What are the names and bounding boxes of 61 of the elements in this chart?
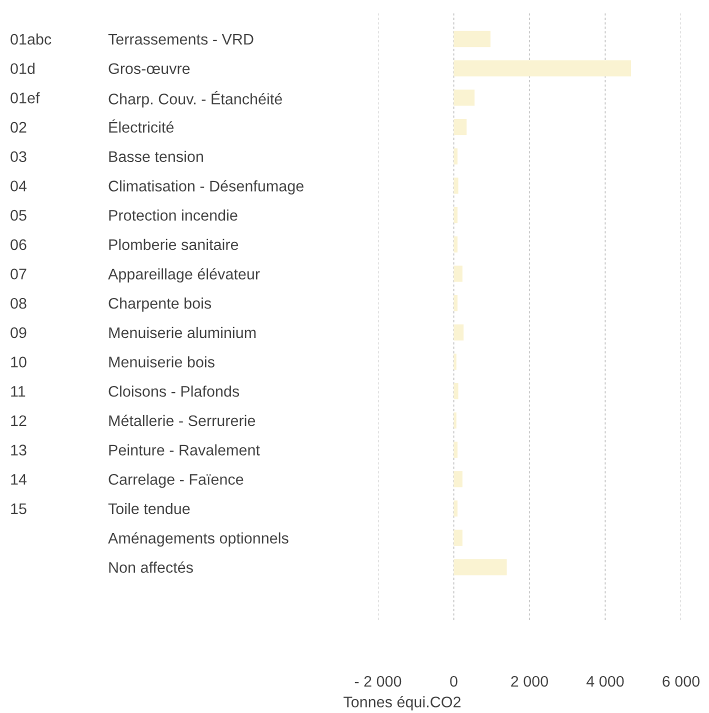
- bar: [454, 178, 458, 194]
- y-tick-label: Protection incendie: [109, 210, 238, 221]
- text: 10: [11, 356, 26, 368]
- text: 06: [10, 239, 26, 250]
- text: 14: [11, 474, 27, 485]
- text: 12: [11, 415, 26, 426]
- text: 04: [10, 180, 27, 192]
- bar: [454, 266, 462, 282]
- y-tick-label: Toile tendue: [108, 502, 190, 514]
- y-tick-label: Métallerie - Serrurerie: [109, 414, 256, 426]
- bar: [454, 559, 507, 576]
- text: 05: [10, 210, 26, 221]
- y-tick-label: Électricité: [109, 119, 174, 133]
- y-tick-label: Cloisons - Plafonds: [108, 386, 240, 397]
- y-tick-label: Menuiserie bois: [109, 356, 214, 368]
- y-tick-label: Peinture - Ravalement: [109, 444, 260, 456]
- bar: [454, 530, 462, 546]
- bar: [454, 295, 458, 312]
- text: 15: [11, 504, 26, 514]
- bar: [454, 148, 458, 164]
- x-tick-label: 2 000: [511, 676, 548, 687]
- text: 01ef: [10, 92, 40, 104]
- text: 02: [10, 122, 26, 133]
- text: 08: [10, 298, 26, 309]
- text: 13: [11, 444, 26, 456]
- bar: [454, 236, 458, 252]
- x-tick-label: - 2 000: [354, 676, 402, 687]
- y-tick-label: Terrassements - VRD: [108, 34, 254, 45]
- bar: [454, 324, 464, 340]
- text: 09: [10, 327, 26, 338]
- y-tick-label: Carrelage - Faïence: [108, 474, 244, 488]
- bar: [454, 500, 458, 517]
- y-tick-label: Basse tension: [109, 150, 203, 162]
- x-axis-title: Tonnes équi.CO2: [344, 696, 460, 710]
- y-tick-label: Appareillage élévateur: [108, 268, 260, 283]
- text: 01abc: [10, 33, 52, 45]
- y-tick-label: Charp. Couv. - Étanchéité: [108, 91, 282, 108]
- bar: [454, 442, 458, 458]
- x-tick-label: 0: [450, 676, 458, 687]
- y-tick-label: Non affectés: [109, 561, 193, 573]
- y-tick-label: Charpente bois: [108, 298, 212, 312]
- y-tick-label: Plomberie sanitaire: [109, 238, 238, 250]
- bar: [454, 60, 632, 76]
- y-tick-label: Menuiserie aluminium: [109, 326, 256, 338]
- y-tick-label: Aménagements optionnels: [108, 532, 288, 547]
- bar: [454, 383, 458, 400]
- x-tick-label: 4 000: [586, 676, 624, 687]
- bar: [454, 30, 490, 48]
- text: 01d: [10, 62, 35, 74]
- bar: [454, 90, 475, 106]
- bar: [454, 471, 462, 488]
- bar: [454, 412, 456, 429]
- y-tick-label: Climatisation - Désenfumage: [108, 180, 304, 195]
- bar: [454, 206, 458, 224]
- x-tick-label: 6 000: [662, 676, 700, 687]
- text: 03: [10, 151, 26, 162]
- bar: [454, 118, 467, 136]
- text: 11: [11, 386, 26, 397]
- bar: [454, 354, 456, 370]
- text: 07: [10, 268, 26, 280]
- y-tick-label: Gros-œuvre: [108, 63, 190, 74]
